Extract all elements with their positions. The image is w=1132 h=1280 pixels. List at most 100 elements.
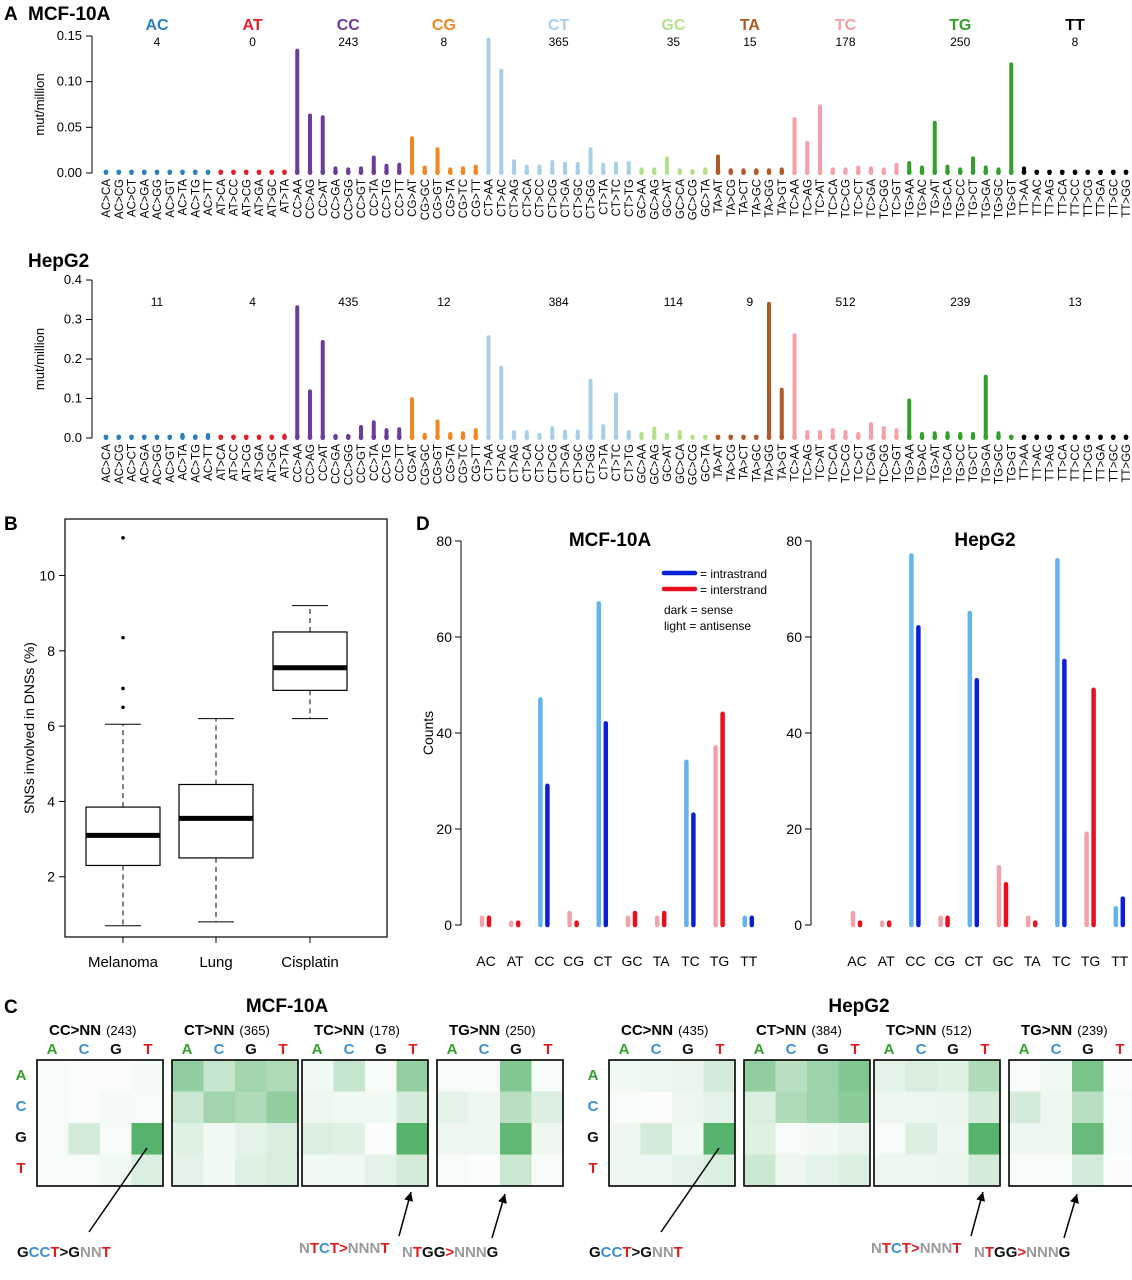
heatmap-cell: [396, 1154, 429, 1187]
y-tick-label: 0.00: [57, 165, 82, 180]
bar-base-dot: [256, 169, 262, 175]
x-tick-label: AT: [878, 953, 895, 969]
heatmap-cell: [640, 1154, 673, 1187]
row-label-G: G: [15, 1129, 27, 1146]
motif-char: T: [413, 1244, 422, 1261]
bar-base-dot: [282, 434, 287, 440]
heatmap-label: TC>NN: [314, 1022, 364, 1039]
x-tick-label: GC: [993, 953, 1014, 969]
y-tick-label: 0.4: [64, 272, 82, 287]
x-tick-label: TC>GG: [879, 444, 891, 484]
heatmap-cell: [937, 1060, 969, 1092]
x-tick-label: CT>CG: [547, 444, 559, 483]
x-tick-label: CT>CA: [522, 179, 534, 217]
motif-char: T: [674, 1244, 683, 1261]
heatmap-cell: [100, 1091, 132, 1124]
group-count-TA: 15: [743, 35, 757, 49]
bar-base-dot: [626, 169, 632, 175]
x-tick-label: AT>CA: [216, 179, 228, 216]
heatmap-cell: [1040, 1154, 1073, 1187]
x-tick-label: GC>CG: [688, 444, 700, 485]
motif-arrowhead: [1070, 1194, 1079, 1204]
x-tick-label: CC>GG: [343, 444, 355, 485]
x-tick-label: TG>AA: [904, 179, 916, 217]
heatmap-cell: [468, 1060, 501, 1092]
bar-base-dot: [906, 434, 912, 440]
x-tick-label: CC>GT: [356, 179, 368, 218]
x-tick-label: CC>GT: [356, 444, 368, 483]
x-tick-label: AT>TA: [280, 179, 292, 214]
col-label-A: A: [619, 1041, 630, 1058]
outlier-point: [121, 536, 125, 540]
heatmap-cell: [500, 1123, 532, 1155]
bar-base-dot: [664, 434, 670, 440]
x-tick-label: TT>GA: [1096, 179, 1108, 217]
heatmap-cell: [968, 1091, 1001, 1124]
y-tick-label: 0.10: [57, 74, 82, 89]
bar-base-dot: [154, 434, 160, 440]
heatmap-cell: [1009, 1060, 1041, 1092]
x-tick-label: TG>GC: [994, 444, 1006, 484]
bar-base-dot: [1123, 169, 1129, 175]
heatmap-cell: [365, 1123, 397, 1155]
group-name-AT: AT: [243, 17, 263, 34]
heatmap-cell: [172, 1123, 204, 1155]
group-name-GC: GC: [661, 17, 685, 34]
motif-char: N: [476, 1244, 487, 1261]
bar-base-dot: [345, 434, 351, 440]
bar-base-dot: [129, 169, 134, 175]
heatmap-cell: [266, 1154, 299, 1187]
row-label-T: T: [16, 1160, 25, 1177]
x-tick-label: TT>CA: [1057, 444, 1069, 481]
x-tick-label: AT>GC: [267, 179, 279, 217]
x-tick-label: GC>CA: [675, 444, 687, 484]
x-tick-label: AC>GT: [165, 179, 177, 218]
x-tick-label: CC>TT: [394, 179, 406, 216]
x-tick-label: CC>GA: [331, 179, 343, 219]
y-tick-label: 0.2: [64, 351, 82, 366]
bar-base-dot: [651, 169, 657, 175]
panel-b: 2 4 6 8 10 SNSs involved in DNSs (%) Melanoma L…: [21, 518, 388, 971]
x-tick-label: AC>GG: [152, 444, 164, 485]
motif-char: N: [1048, 1244, 1059, 1261]
bar-base-dot: [830, 434, 836, 440]
bar-base-dot: [817, 434, 823, 440]
x-tick-label: AC>GA: [139, 444, 151, 484]
bar-base-dot: [945, 434, 950, 440]
x-tick-label: TA>CT: [739, 179, 751, 215]
bar-base-dot: [103, 169, 109, 175]
x-tick-label: CC>TG: [382, 444, 394, 483]
bar-base-dot: [1008, 434, 1014, 440]
motif-char: >: [339, 1240, 348, 1257]
x-tick-label: CG>GC: [420, 444, 432, 485]
bar-base-dot: [830, 169, 836, 175]
col-label-G: G: [110, 1041, 122, 1058]
heatmap-cell: [1103, 1091, 1132, 1124]
bar-base-dot: [677, 434, 683, 440]
x-tick-label: CT>AC: [496, 179, 508, 217]
motif-label: NTCT>NNNT: [299, 1240, 390, 1257]
panel-letter-a: A: [4, 4, 18, 25]
motif-char: >: [60, 1244, 69, 1261]
col-label-T: T: [278, 1041, 287, 1058]
x-tick-label: AC>TA: [178, 179, 190, 216]
heatmap-label: TC>NN: [886, 1022, 936, 1039]
motif-char: N: [359, 1240, 370, 1257]
heatmap-CT>NN: CT>NN (384) A C G T: [743, 1022, 871, 1187]
bar-base-dot: [970, 434, 976, 440]
x-tick-label: TA>AT: [713, 179, 725, 213]
motif-char: T: [622, 1244, 631, 1261]
y-axis-label: mut/million: [32, 73, 47, 135]
motif-char: N: [1026, 1244, 1037, 1261]
x-tick-label: TC>AG: [802, 444, 814, 483]
group-name-CC: CC: [337, 17, 361, 34]
heatmap-cell: [500, 1060, 532, 1092]
heatmap-cell: [838, 1091, 871, 1124]
heatmap-frame: [436, 1059, 564, 1187]
legend-intrastrand-label: = intrastrand: [700, 567, 767, 581]
heatmap-cell: [905, 1091, 938, 1124]
x-tick-label: TT>GC: [1108, 444, 1120, 482]
x-tick-label: CT>TA: [598, 444, 610, 480]
